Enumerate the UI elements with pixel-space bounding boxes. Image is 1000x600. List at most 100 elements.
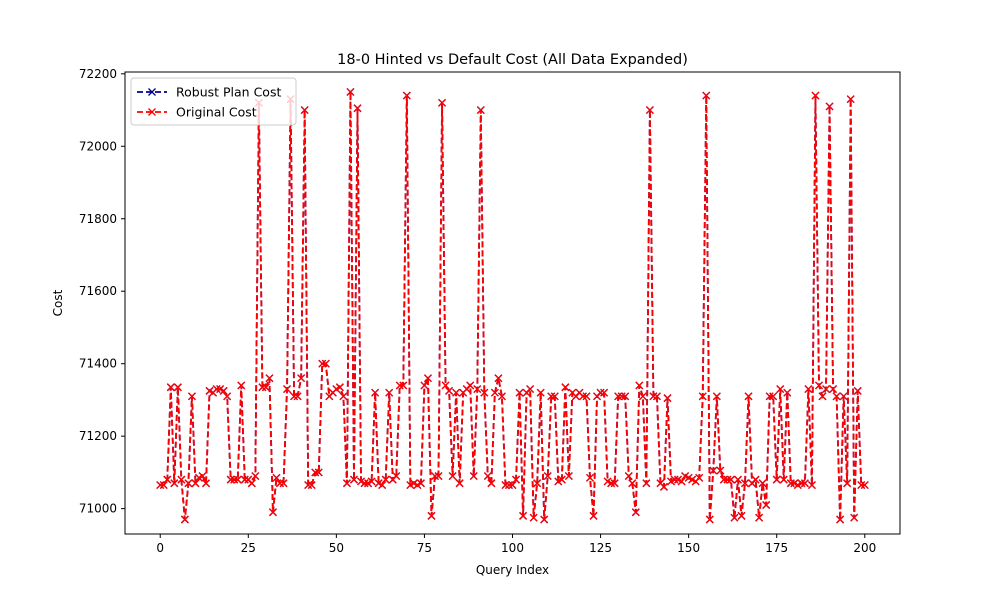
y-tick-label: 72000	[79, 139, 117, 153]
data-point	[730, 513, 739, 522]
data-point	[202, 479, 210, 488]
data-point	[564, 472, 573, 480]
legend: Robust Plan Cost Original Cost	[130, 77, 297, 126]
data-point	[476, 106, 485, 115]
data-point	[829, 385, 838, 394]
data-point	[480, 388, 489, 397]
data-point	[427, 511, 436, 520]
data-point	[378, 481, 387, 490]
data-point	[350, 475, 358, 484]
data-point	[624, 472, 633, 480]
data-point	[434, 472, 443, 480]
data-point	[177, 475, 186, 484]
data-point	[536, 388, 545, 397]
data-point	[649, 392, 658, 401]
legend-label: Robust Plan Cost	[176, 85, 281, 100]
y-tick-label: 71000	[79, 502, 117, 516]
data-point	[515, 388, 524, 397]
data-point	[423, 374, 432, 383]
data-point	[698, 392, 707, 401]
data-point	[765, 392, 774, 401]
data-point	[339, 392, 348, 401]
data-point	[505, 481, 513, 490]
data-point	[198, 472, 207, 480]
y-axis: 71000 71200 71400 71600 71800 72000 72200	[79, 67, 125, 516]
data-point	[578, 392, 587, 401]
data-point	[431, 472, 439, 480]
data-point	[367, 477, 376, 486]
data-point	[307, 481, 316, 490]
data-point	[550, 392, 559, 401]
data-point	[371, 388, 380, 397]
data-point	[758, 479, 767, 488]
data-point	[695, 473, 704, 482]
data-point	[652, 392, 661, 401]
data-point	[445, 386, 454, 395]
data-point	[645, 106, 654, 115]
data-point	[857, 481, 866, 490]
x-tick-label: 150	[677, 541, 700, 555]
data-point	[677, 477, 686, 486]
data-point	[265, 374, 274, 383]
data-point	[321, 359, 330, 368]
legend-box	[130, 77, 297, 126]
data-point	[346, 87, 355, 96]
data-point	[825, 102, 834, 111]
data-point	[797, 479, 806, 488]
data-point	[733, 475, 742, 484]
data-point	[533, 479, 542, 488]
data-point	[276, 479, 284, 488]
data-point	[737, 511, 746, 520]
data-point	[526, 385, 535, 394]
x-tick-label: 175	[765, 541, 788, 555]
data-point	[360, 479, 369, 488]
data-point	[614, 392, 623, 401]
data-point	[226, 475, 235, 484]
data-point	[233, 475, 242, 484]
data-point	[529, 513, 538, 522]
data-point	[751, 475, 760, 484]
legend-marker	[148, 108, 156, 116]
data-point	[191, 479, 200, 488]
data-point	[416, 479, 425, 488]
data-point	[846, 95, 855, 104]
data-point	[466, 381, 475, 390]
data-point	[779, 475, 788, 484]
data-point	[631, 508, 640, 517]
data-point	[283, 385, 292, 394]
data-point	[490, 388, 499, 397]
data-point	[617, 392, 626, 401]
data-point	[237, 381, 246, 390]
data-point	[223, 392, 232, 401]
data-point	[219, 386, 228, 395]
data-point	[473, 385, 482, 394]
data-point	[300, 106, 309, 115]
x-tick-label: 200	[853, 541, 876, 555]
data-point	[607, 479, 616, 488]
data-point	[512, 475, 520, 484]
data-point	[247, 479, 256, 488]
data-point	[783, 388, 792, 397]
data-point	[290, 392, 299, 401]
data-point	[818, 392, 827, 401]
y-tick-label: 71200	[79, 429, 117, 443]
data-point	[469, 472, 478, 480]
data-point	[600, 388, 609, 397]
data-point	[786, 479, 795, 488]
data-point	[293, 392, 302, 401]
data-point	[314, 468, 323, 477]
data-point	[448, 472, 457, 480]
data-point	[815, 381, 823, 390]
data-point	[159, 481, 168, 490]
data-point	[353, 104, 362, 113]
data-point	[853, 386, 862, 395]
data-point	[230, 475, 239, 484]
data-point	[261, 383, 270, 392]
data-point	[800, 479, 809, 488]
data-point	[494, 374, 503, 383]
data-point	[709, 466, 718, 475]
data-point	[163, 475, 172, 484]
data-point	[635, 381, 644, 390]
x-tick-label: 50	[329, 541, 344, 555]
